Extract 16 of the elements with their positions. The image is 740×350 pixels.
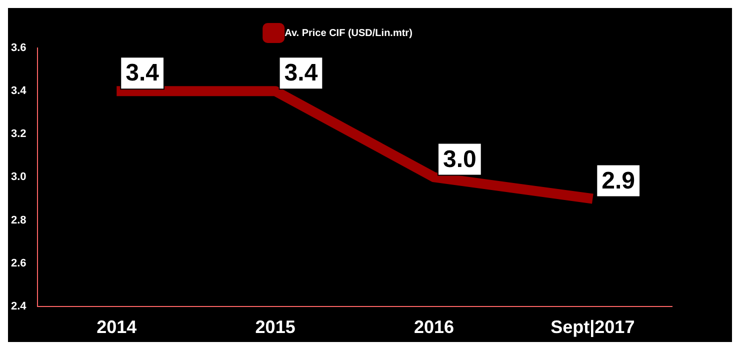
data-label: 2.9 [602, 167, 636, 194]
data-label: 3.4 [284, 60, 318, 87]
x-tick-label: 2014 [96, 317, 137, 338]
data-label: 3.4 [126, 60, 160, 87]
y-tick-label: 2.8 [10, 214, 26, 226]
x-tick-label: Sept|2017 [550, 317, 635, 338]
y-tick-label: 2.4 [10, 300, 28, 312]
y-tick-label: 3.4 [10, 85, 28, 98]
y-tick-label: 3.6 [10, 42, 26, 54]
y-tick-label: 3.2 [10, 128, 26, 140]
x-tick-label: 2016 [414, 317, 454, 338]
y-tick-label: 3.0 [10, 171, 26, 184]
x-tick-label: 2015 [255, 317, 296, 338]
y-tick-label: 2.6 [10, 257, 26, 270]
data-label: 3.0 [442, 146, 476, 173]
legend-label: Av. Price CIF (USD/Lin.mtr) [284, 28, 412, 39]
